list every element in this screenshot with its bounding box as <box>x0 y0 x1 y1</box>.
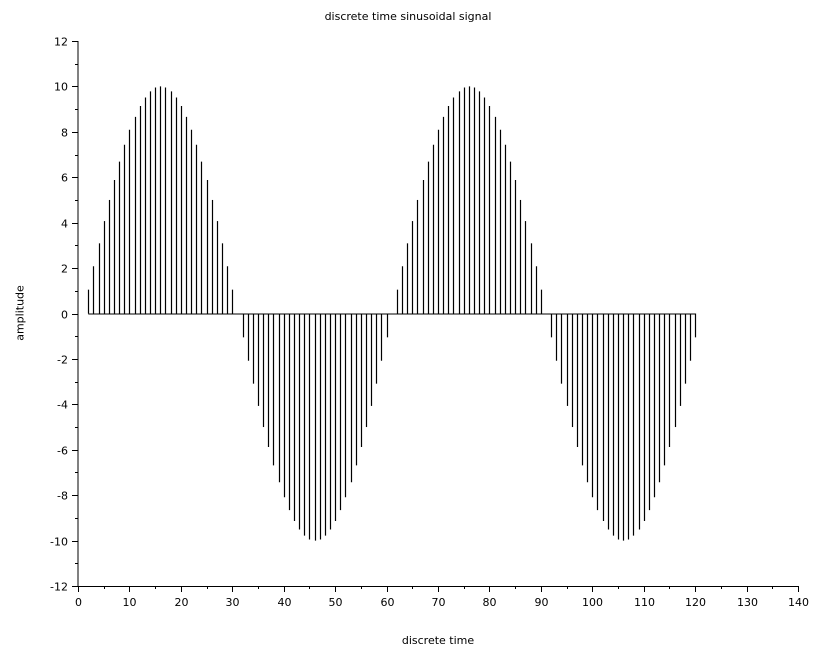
y-tick-label: -12 <box>50 581 68 594</box>
x-tick-label: 30 <box>226 596 240 609</box>
x-tick-label: 140 <box>788 596 809 609</box>
y-tick-label: -4 <box>57 399 68 412</box>
x-axis-label: discrete time <box>401 634 475 647</box>
y-tick-label: -10 <box>50 536 68 549</box>
chart-title: discrete time sinusoidal signal <box>324 10 492 23</box>
y-tick-label: 2 <box>61 263 68 276</box>
x-tick-label: 100 <box>582 596 603 609</box>
x-tick-label: 10 <box>123 596 137 609</box>
y-tick-label: 10 <box>54 81 68 94</box>
stems-group <box>87 86 697 541</box>
x-tick-label: 130 <box>737 596 758 609</box>
y-tick-label: -8 <box>57 490 68 503</box>
x-tick-label: 70 <box>432 596 446 609</box>
x-tick-label: 110 <box>634 596 655 609</box>
y-tick-label: 8 <box>61 127 68 140</box>
x-tick-label: 120 <box>685 596 706 609</box>
x-tick-label: 50 <box>329 596 343 609</box>
x-tick-label: 40 <box>278 596 292 609</box>
y-tick-label: 4 <box>61 218 68 231</box>
y-tick-label: -2 <box>57 354 68 367</box>
y-tick-label: 0 <box>61 309 68 322</box>
x-tick-label: 20 <box>175 596 189 609</box>
x-tick-label: 60 <box>381 596 395 609</box>
x-tick-label: 80 <box>483 596 497 609</box>
y-tick-label: 6 <box>61 172 68 185</box>
y-tick-label: 12 <box>54 36 68 49</box>
x-tick-label: 90 <box>535 596 549 609</box>
x-tick-label: 0 <box>75 596 82 609</box>
y-tick-label: -6 <box>57 445 68 458</box>
